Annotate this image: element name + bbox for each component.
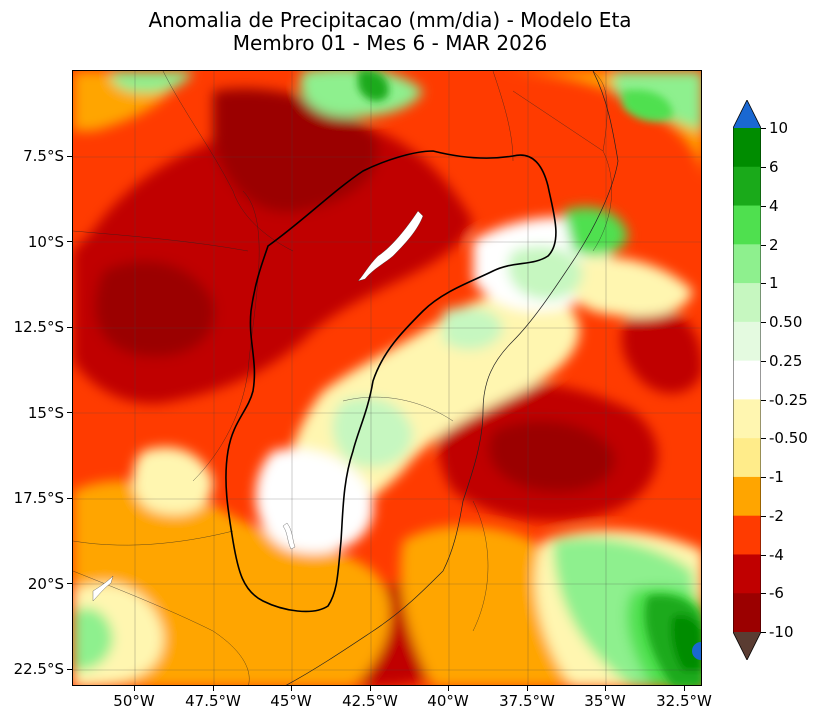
map-canvas <box>73 71 701 685</box>
colorbar <box>733 100 761 660</box>
colorbar-label: -6 <box>769 584 784 602</box>
y-tick-label: 12.5°S <box>13 318 64 336</box>
basin-outline <box>225 150 557 613</box>
colorbar-band <box>733 321 761 362</box>
x-tick-mark <box>527 686 528 691</box>
colorbar-label: -2 <box>769 507 784 525</box>
colorbar-tick <box>761 555 766 556</box>
y-tick-mark <box>67 498 72 499</box>
x-tick-mark <box>684 686 685 691</box>
over-range-blob <box>692 642 701 660</box>
y-tick-mark <box>67 583 72 584</box>
x-tick-mark <box>605 686 606 691</box>
x-tick-label: 35°W <box>584 692 626 710</box>
colorbar-tick <box>761 245 766 246</box>
reservoir-furnas <box>92 575 114 602</box>
colorbar-band <box>733 128 761 168</box>
colorbar-tick <box>761 593 766 594</box>
y-tick-mark <box>67 156 72 157</box>
colorbar-label: 1 <box>769 274 779 292</box>
colorbar-band <box>733 476 761 517</box>
colorbar-over-arrow <box>733 100 761 128</box>
y-tick-mark <box>67 241 72 242</box>
colorbar-band <box>733 554 761 594</box>
colorbar-band <box>733 283 761 323</box>
x-tick-label: 37.5°W <box>499 692 555 710</box>
colorbar-band <box>733 438 761 478</box>
y-tick-mark <box>67 327 72 328</box>
map-title-line1: Anomalia de Precipitacao (mm/dia) - Mode… <box>148 8 632 32</box>
colorbar-label: 0.25 <box>769 352 803 370</box>
colorbar-tick <box>761 632 766 633</box>
anomaly-core-layer <box>358 71 701 685</box>
y-tick-label: 20°S <box>27 575 64 593</box>
y-tick-label: 15°S <box>27 404 64 422</box>
precipitation-anomaly-map <box>72 70 702 686</box>
y-tick-label: 22.5°S <box>13 660 64 678</box>
colorbar-label: -10 <box>769 623 794 641</box>
colorbar-tick <box>761 283 766 284</box>
colorbar-tick <box>761 128 766 129</box>
colorbar-tick <box>761 477 766 478</box>
colorbar-tick <box>761 438 766 439</box>
colorbar-label: 4 <box>769 197 779 215</box>
y-tick-mark <box>67 669 72 670</box>
y-tick-label: 7.5°S <box>23 147 64 165</box>
x-tick-mark <box>370 686 371 691</box>
colorbar-band <box>733 399 761 439</box>
colorbar-label: 10 <box>769 119 789 137</box>
y-tick-label: 17.5°S <box>13 489 64 507</box>
colorbar-label: 6 <box>769 158 779 176</box>
colorbar-band <box>733 515 761 555</box>
colorbar-tick <box>761 167 766 168</box>
colorbar-label: -1 <box>769 468 784 486</box>
colorbar-label: -4 <box>769 546 784 564</box>
colorbar-band <box>733 244 761 284</box>
coastline <box>285 71 619 685</box>
colorbar-tick <box>761 400 766 401</box>
colorbar-band <box>733 205 761 245</box>
colorbar-label: -0.50 <box>769 429 808 447</box>
x-tick-label: 47.5°W <box>185 692 241 710</box>
colorbar-label: 0.50 <box>769 313 803 331</box>
colorbar-label: -0.25 <box>769 391 808 409</box>
colorbar-bands <box>733 128 761 633</box>
state-borders <box>73 71 612 685</box>
x-tick-label: 42.5°W <box>342 692 398 710</box>
x-tick-mark <box>291 686 292 691</box>
colorbar-under-arrow <box>733 632 761 660</box>
colorbar-band <box>733 593 761 633</box>
colorbar-tick <box>761 322 766 323</box>
map-title-line2: Membro 01 - Mes 6 - MAR 2026 <box>232 31 548 55</box>
colorbar-band <box>733 360 761 400</box>
reservoir-tres-marias <box>282 522 296 550</box>
graticule <box>73 71 701 685</box>
x-tick-label: 50°W <box>113 692 155 710</box>
colorbar-band <box>733 166 761 207</box>
x-tick-label: 32.5°W <box>656 692 712 710</box>
x-tick-label: 40°W <box>427 692 469 710</box>
x-tick-mark <box>448 686 449 691</box>
reservoir-sobradinho <box>357 210 424 282</box>
x-tick-label: 45°W <box>270 692 312 710</box>
x-tick-mark <box>134 686 135 691</box>
y-tick-mark <box>67 412 72 413</box>
colorbar-tick <box>761 516 766 517</box>
colorbar-label: 2 <box>769 236 779 254</box>
colorbar-tick <box>761 361 766 362</box>
x-tick-mark <box>213 686 214 691</box>
colorbar-tick <box>761 206 766 207</box>
y-tick-label: 10°S <box>27 233 64 251</box>
